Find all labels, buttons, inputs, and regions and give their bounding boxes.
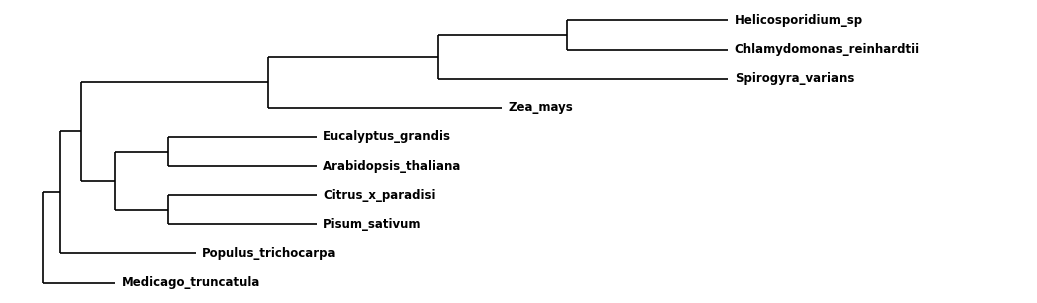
Text: Chlamydomonas_reinhardtii: Chlamydomonas_reinhardtii [734, 43, 920, 56]
Text: Arabidopsis_thaliana: Arabidopsis_thaliana [324, 160, 461, 172]
Text: Helicosporidium_sp: Helicosporidium_sp [734, 14, 863, 27]
Text: Eucalyptus_grandis: Eucalyptus_grandis [324, 131, 451, 143]
Text: Populus_trichocarpa: Populus_trichocarpa [202, 247, 337, 260]
Text: Spirogyra_varians: Spirogyra_varians [734, 72, 854, 85]
Text: Zea_mays: Zea_mays [509, 101, 573, 114]
Text: Pisum_sativum: Pisum_sativum [324, 218, 422, 231]
Text: Medicago_truncatula: Medicago_truncatula [121, 276, 260, 289]
Text: Citrus_x_paradisi: Citrus_x_paradisi [324, 189, 436, 202]
